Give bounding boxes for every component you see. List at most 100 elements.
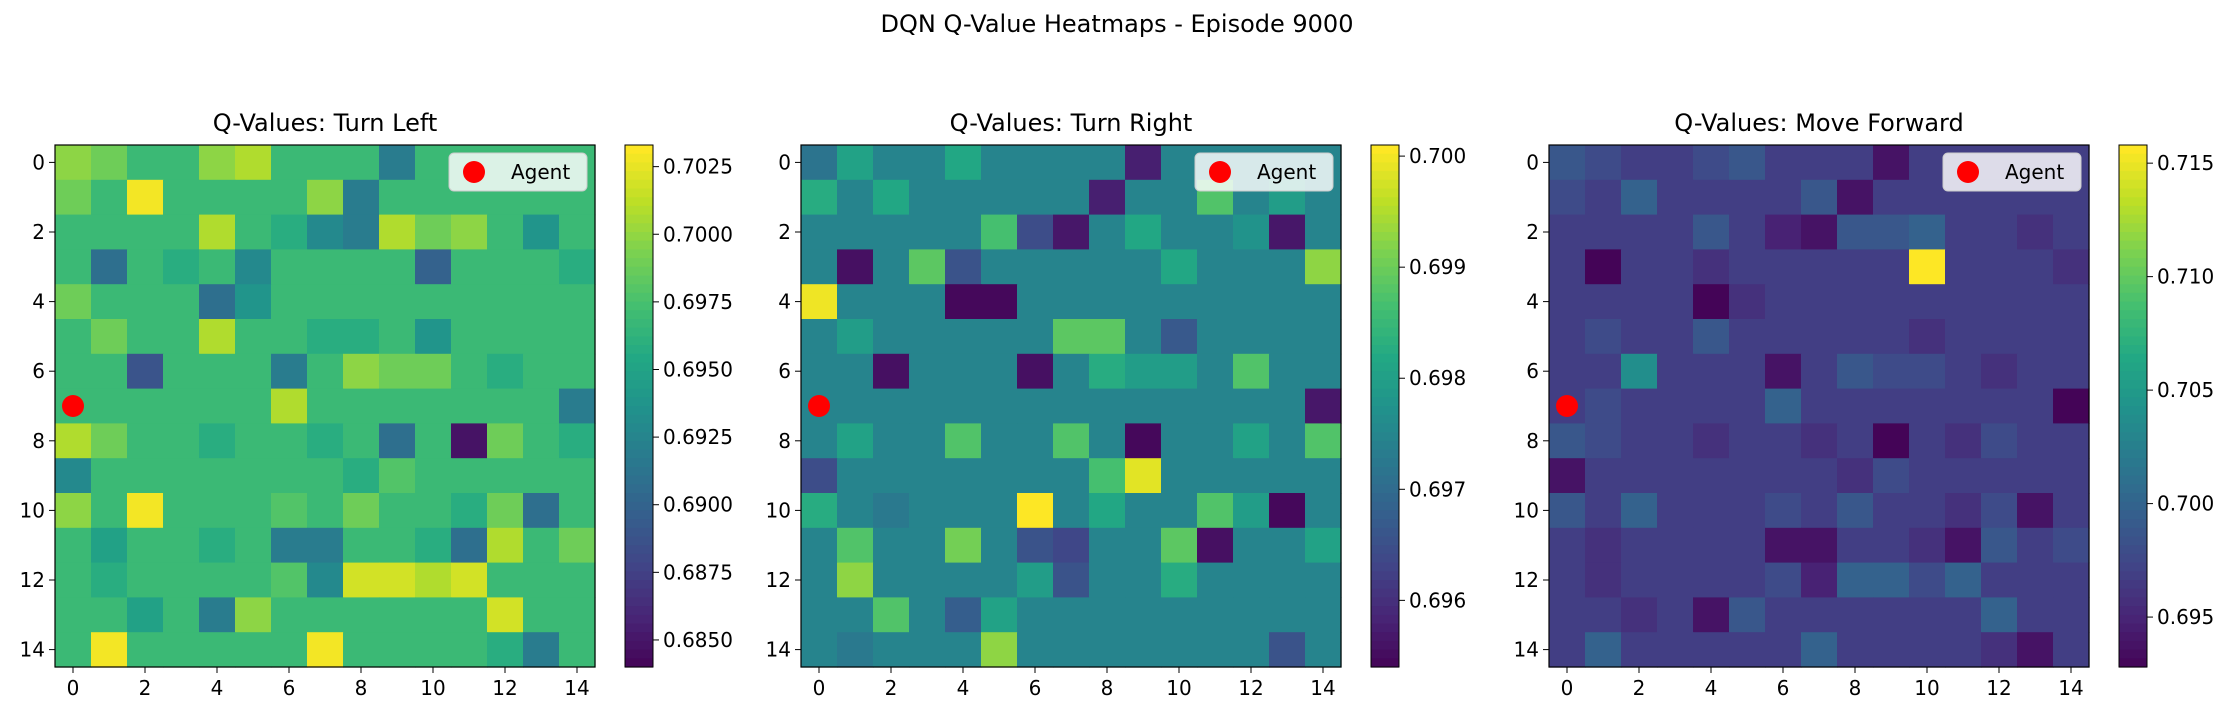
colorbar-segment: [1371, 414, 1399, 424]
heatmap-cell: [981, 284, 1018, 320]
heatmap-cell: [1549, 493, 1586, 529]
heatmap-cell: [1197, 632, 1234, 668]
colorbar-segment: [625, 440, 653, 451]
y-tick-label: 4: [1526, 290, 1539, 314]
x-tick-label: 6: [283, 676, 296, 700]
heatmap-cell: [2017, 632, 2054, 668]
heatmap-cell: [127, 527, 164, 564]
heatmap-cell: [271, 423, 308, 459]
heatmap-cell: [2053, 527, 2090, 564]
legend-agent-marker: [1209, 161, 1231, 183]
colorbar-segment: [625, 301, 653, 311]
colorbar-segment: [2119, 562, 2147, 572]
heatmap-cell: [91, 527, 128, 564]
heatmap-cell: [873, 145, 910, 181]
heatmap-cell: [1089, 423, 1126, 459]
heatmap-cell: [1837, 179, 1874, 216]
heatmap-cell: [271, 388, 308, 424]
heatmap-cell: [1053, 214, 1090, 250]
x-tick-label: 8: [355, 676, 368, 700]
legend-box: [1942, 152, 2082, 192]
heatmap-cell: [1125, 597, 1162, 633]
heatmap-cell: [1801, 353, 1838, 390]
heatmap-cell: [271, 562, 308, 598]
heatmap-cell: [235, 145, 272, 181]
heatmap-cell: [909, 493, 946, 529]
heatmap-cell: [801, 423, 838, 459]
colorbar-segment: [2119, 571, 2147, 581]
heatmap-cell: [91, 179, 128, 216]
heatmap-cell: [1161, 388, 1198, 424]
heatmap-cell: [1693, 179, 1730, 216]
colorbar-segment: [1371, 623, 1399, 633]
heatmap-cell: [379, 632, 416, 668]
heatmap-cell: [199, 214, 236, 250]
heatmap-cell: [873, 249, 910, 285]
colorbar-tick-label: 0.715: [2157, 151, 2214, 175]
heatmap-cell: [1945, 493, 1982, 529]
heatmap-cell: [837, 214, 874, 250]
heatmap-cell: [1981, 493, 2018, 529]
legend: Agent: [448, 152, 588, 192]
heatmap-cell: [2053, 388, 2090, 424]
heatmap-cell: [1269, 562, 1306, 598]
heatmap-cell: [307, 527, 344, 564]
heatmap-cell: [55, 353, 92, 390]
heatmap-cell: [1585, 458, 1622, 494]
colorbar-segment: [1371, 258, 1399, 268]
heatmap-cell: [1801, 179, 1838, 216]
heatmap-cell: [415, 249, 452, 285]
y-tick-label: 0: [32, 150, 45, 174]
heatmap-cell: [1089, 458, 1126, 494]
colorbar-segment: [2119, 493, 2147, 503]
colorbar-segment: [625, 597, 653, 607]
heatmap-cell: [343, 423, 380, 459]
heatmap-cell: [415, 597, 452, 633]
heatmap-cell: [1269, 249, 1306, 285]
heatmap-cell: [1873, 249, 1910, 285]
heatmap-cell: [91, 632, 128, 668]
heatmap-cell: [415, 319, 452, 355]
heatmap-cell: [873, 319, 910, 355]
heatmap-cell: [343, 319, 380, 355]
heatmap-cell: [1161, 458, 1198, 494]
heatmap-cell: [1765, 179, 1802, 216]
colorbar-segment: [625, 414, 653, 424]
heatmap-cell: [199, 388, 236, 424]
heatmap-cell: [837, 597, 874, 633]
heatmap-cell: [487, 632, 524, 668]
heatmap-cell: [837, 458, 874, 494]
heatmap-cell: [1621, 527, 1658, 564]
heatmap-cell: [981, 527, 1018, 564]
heatmap-cell: [909, 319, 946, 355]
heatmap-cell: [379, 249, 416, 285]
colorbar-segment: [2119, 292, 2147, 303]
heatmap-cell: [1765, 597, 1802, 633]
heatmap-cell: [127, 597, 164, 633]
heatmap-cell: [1549, 423, 1586, 459]
heatmap-cell: [1693, 353, 1730, 390]
x-tick-label: 14: [564, 676, 589, 700]
heatmap-cell: [487, 597, 524, 633]
heatmap-cell: [1801, 284, 1838, 320]
heatmap-cell: [873, 423, 910, 459]
heatmap-cell: [1945, 423, 1982, 459]
heatmap-cell: [981, 493, 1018, 529]
y-tick-label: 14: [20, 638, 45, 662]
heatmap-cell: [1837, 353, 1874, 390]
colorbar-segment: [2119, 284, 2147, 294]
heatmap-cell: [379, 145, 416, 181]
heatmap-cell: [873, 458, 910, 494]
heatmap-cell: [91, 249, 128, 285]
heatmap-cell: [1585, 597, 1622, 633]
heatmap-cell: [1873, 179, 1910, 216]
y-tick-label: 10: [20, 498, 45, 522]
heatmap-cell: [523, 458, 560, 494]
heatmap-cell: [1693, 145, 1730, 181]
colorbar-tick-label: 0.7025: [663, 155, 733, 179]
heatmap-cell: [2017, 527, 2054, 564]
colorbar-segment: [2119, 205, 2147, 216]
colorbar-segment: [625, 353, 653, 364]
heatmap-cell: [1233, 284, 1270, 320]
heatmap-cell: [1549, 527, 1586, 564]
